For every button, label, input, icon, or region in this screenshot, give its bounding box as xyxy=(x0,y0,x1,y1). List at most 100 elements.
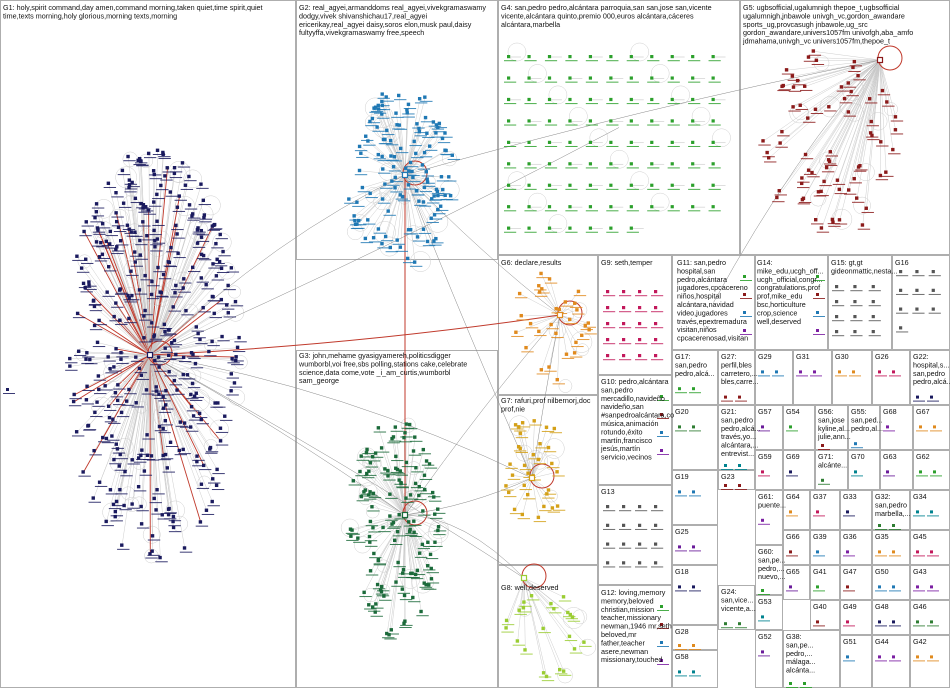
node-label-line xyxy=(808,54,822,56)
node xyxy=(420,542,425,547)
edge xyxy=(149,354,174,517)
node-label-line xyxy=(635,566,648,568)
group-label-g11: G11: san,pedro hospital,san pedro,alcántar… xyxy=(676,258,748,343)
node-label-line xyxy=(504,60,517,62)
self-loop xyxy=(410,251,431,272)
node-label-line xyxy=(570,306,583,308)
node-label-line xyxy=(813,280,825,281)
node-label-line xyxy=(158,411,172,413)
node xyxy=(116,225,121,230)
node xyxy=(194,325,199,329)
edge xyxy=(386,97,406,176)
edge xyxy=(138,354,151,459)
node xyxy=(93,410,97,415)
node-label-line xyxy=(667,103,680,105)
node-label-line xyxy=(558,600,572,602)
edge xyxy=(117,354,151,401)
node xyxy=(363,488,367,492)
node-label-line xyxy=(721,489,733,490)
node xyxy=(629,140,633,144)
node xyxy=(392,155,397,159)
node xyxy=(515,639,520,643)
node xyxy=(436,125,440,130)
node-label-line xyxy=(403,188,417,190)
node xyxy=(892,524,895,527)
node-label-line xyxy=(544,81,558,83)
node-label-line xyxy=(373,109,386,111)
edge xyxy=(862,59,881,226)
node xyxy=(692,545,695,549)
node-label-line xyxy=(149,178,162,180)
node xyxy=(775,370,778,374)
node xyxy=(711,97,715,102)
node-label-line xyxy=(619,359,632,361)
node-label-line xyxy=(387,442,400,444)
edge xyxy=(149,354,211,450)
node xyxy=(359,454,363,458)
node-label-line xyxy=(758,655,770,657)
node xyxy=(892,620,895,624)
node xyxy=(368,191,372,196)
node xyxy=(76,349,81,353)
node-label-line xyxy=(211,247,224,249)
node xyxy=(638,306,642,310)
node-label-line xyxy=(84,288,97,290)
node-label-line xyxy=(524,167,537,169)
node-label-line xyxy=(395,474,408,476)
node xyxy=(201,305,205,310)
node-label-line xyxy=(215,444,229,446)
node-label-line xyxy=(362,477,375,479)
edge xyxy=(149,354,202,523)
node xyxy=(638,354,642,358)
node xyxy=(104,519,108,524)
node xyxy=(142,469,147,473)
node-label-line xyxy=(889,660,901,662)
edge xyxy=(149,237,203,356)
node-label-line xyxy=(651,295,664,297)
node-label-line xyxy=(383,214,396,216)
node-label-line xyxy=(619,343,632,345)
node xyxy=(146,208,150,212)
node xyxy=(691,97,695,102)
node xyxy=(414,466,418,470)
node xyxy=(133,230,137,234)
node xyxy=(379,589,384,594)
node xyxy=(129,269,133,273)
node-label-line xyxy=(688,210,701,212)
node-label-line xyxy=(916,475,928,477)
group-frame-g48 xyxy=(872,600,910,635)
node xyxy=(576,289,581,294)
edge xyxy=(97,342,151,356)
node-label-line xyxy=(675,590,687,592)
node xyxy=(196,226,200,230)
node xyxy=(407,422,412,427)
node-label-line xyxy=(209,228,223,230)
node xyxy=(145,433,149,437)
node-label-line xyxy=(813,316,825,317)
node xyxy=(108,488,113,492)
node-label-line xyxy=(764,161,777,163)
node-label-line xyxy=(418,232,432,234)
edge xyxy=(99,256,151,356)
node-label-line xyxy=(819,185,832,187)
node-label-line xyxy=(843,115,857,117)
node-label-line xyxy=(160,335,173,337)
node-label-line xyxy=(708,60,721,62)
node-label-line xyxy=(421,175,434,177)
node-label-line xyxy=(138,225,151,227)
node xyxy=(573,301,577,305)
node-label-line xyxy=(651,510,664,512)
node xyxy=(654,338,658,342)
edge xyxy=(514,477,533,510)
node xyxy=(629,55,633,59)
node-label-line xyxy=(412,240,426,242)
node-label-line xyxy=(558,674,572,676)
node-label-line xyxy=(196,187,209,189)
node-label-line xyxy=(81,262,94,264)
node xyxy=(169,245,173,250)
node-label-line xyxy=(541,680,555,682)
node xyxy=(230,356,234,361)
node-label-line xyxy=(139,341,152,343)
node-label-line xyxy=(675,675,687,677)
edge xyxy=(404,174,432,219)
